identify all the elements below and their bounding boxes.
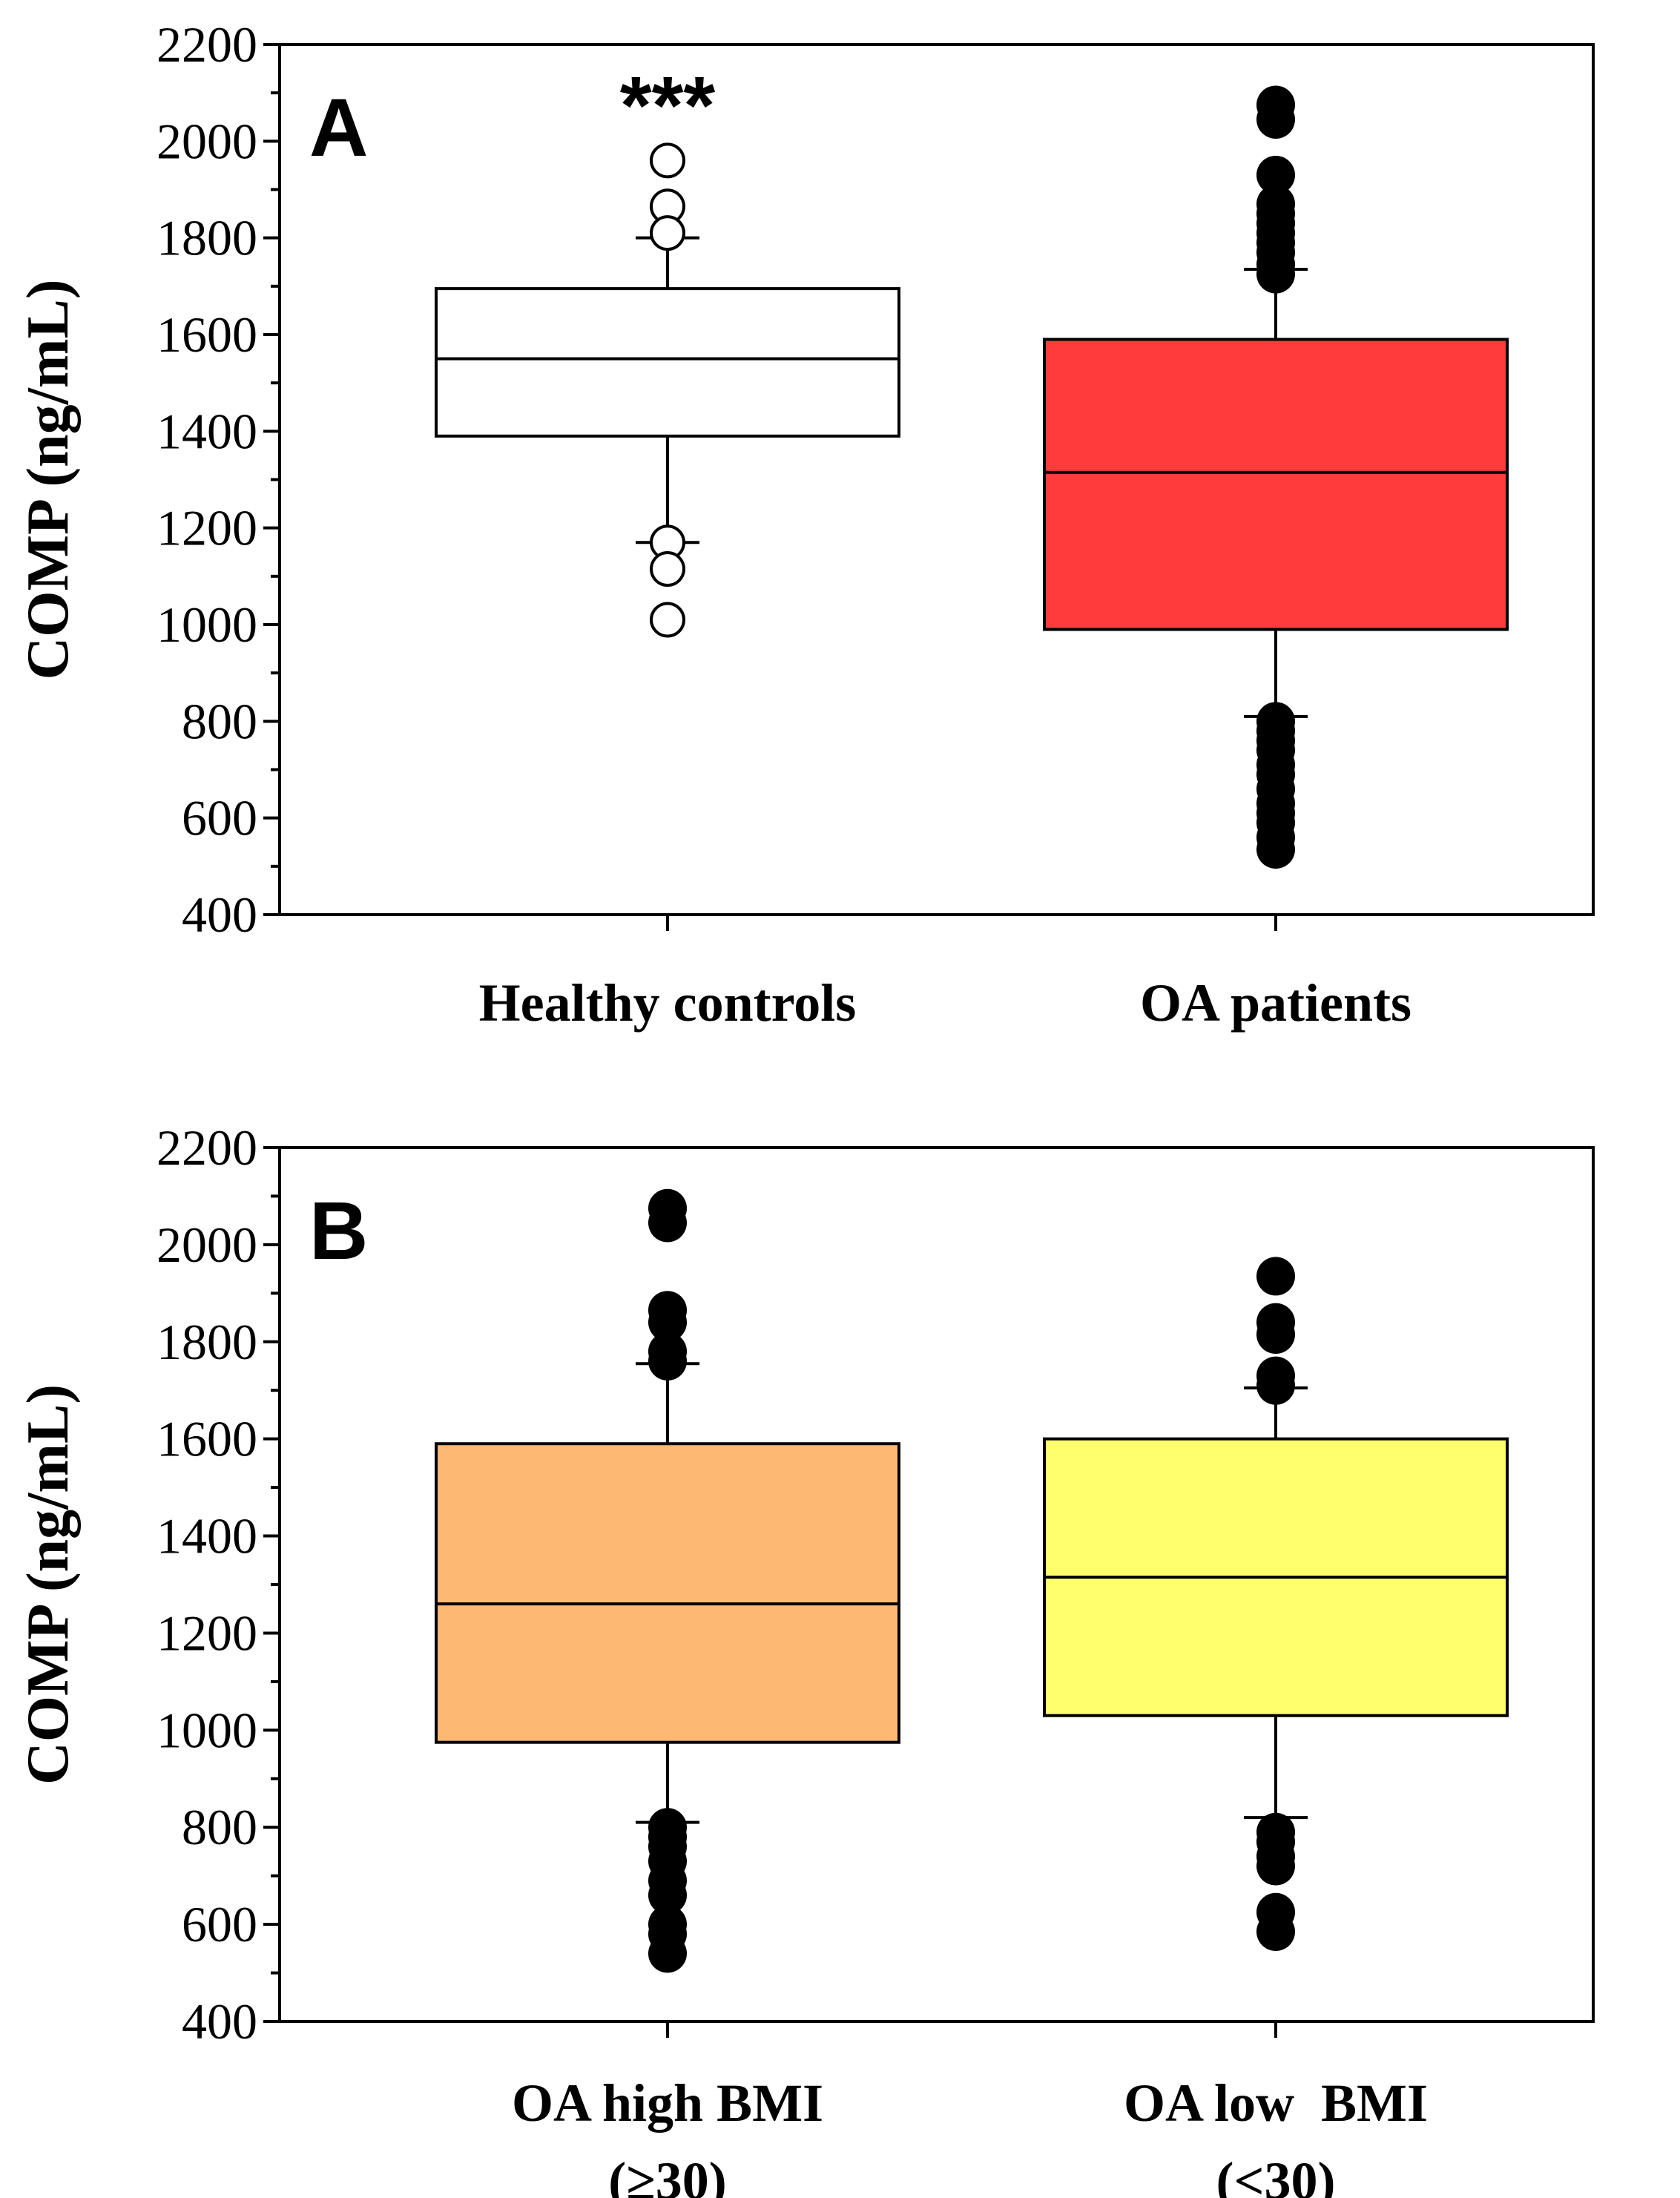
outlier-point <box>1256 100 1295 139</box>
y-tick-label: 1600 <box>157 1411 257 1467</box>
y-tick-label: 2000 <box>157 1217 257 1273</box>
box-iqr <box>435 287 900 438</box>
y-tick-label: 800 <box>182 693 257 749</box>
box-group-1: OA patients <box>1043 85 1509 1033</box>
y-tick-label: 2000 <box>157 113 257 169</box>
category-label: OA patients <box>1140 973 1411 1033</box>
outlier-point <box>1256 1314 1295 1354</box>
y-tick-label: 1600 <box>157 306 257 363</box>
y-axis-title: COMP (ng/mL) <box>16 280 81 680</box>
y-axis-title: COMP (ng/mL) <box>16 1384 81 1785</box>
outlier-point <box>648 1934 687 1973</box>
outlier-point <box>1256 1912 1295 1951</box>
outlier-point <box>1256 155 1295 194</box>
outlier-point <box>648 1203 687 1243</box>
box-group-0: *** Healthy controls <box>435 60 900 1033</box>
y-tick-label: 800 <box>182 1799 257 1855</box>
chart-panel-a: 400 600 800 1000 1200 1400 1600 1800 2000 2200 COM… <box>16 16 1595 1033</box>
category-label-line: (<30) <box>1216 2151 1336 2198</box>
y-tick-label: 1400 <box>157 1508 257 1564</box>
y-tick-label: 2200 <box>157 1119 257 1176</box>
significance-marker: *** <box>620 60 716 151</box>
category-label-line: OA high BMI <box>512 2073 823 2133</box>
y-tick-label: 600 <box>182 1896 257 1952</box>
outlier-point <box>1256 1846 1295 1886</box>
box-group-0: OA high BMI (≥30) <box>435 1188 900 2198</box>
y-tick-label: 1200 <box>157 1605 257 1661</box>
category-label: Healthy controls <box>479 973 857 1033</box>
box-iqr <box>1043 338 1509 631</box>
y-tick-label: 1800 <box>157 210 257 266</box>
y-tick-label: 1000 <box>157 596 257 653</box>
panel-letter: A <box>309 82 368 174</box>
y-tick-label: 2200 <box>157 16 257 73</box>
y-tick-label: 600 <box>182 790 257 846</box>
panel-letter: B <box>309 1185 368 1277</box>
outlier-point <box>1256 254 1295 294</box>
y-tick-label: 1400 <box>157 403 257 459</box>
outlier-point <box>650 142 685 179</box>
outlier-point <box>1256 830 1295 869</box>
box-group-1: OA low BMI (<30) <box>1043 1257 1509 2198</box>
outlier-point <box>648 1875 687 1915</box>
outlier-point <box>650 215 685 251</box>
outlier-point <box>648 1341 687 1381</box>
y-tick-label: 400 <box>182 886 257 943</box>
box-iqr <box>435 1442 900 1744</box>
y-tick-label: 1200 <box>157 500 257 556</box>
outlier-point <box>650 602 685 638</box>
chart-panel-b: 400 600 800 1000 1200 1400 1600 1800 2000 2200 COM… <box>16 1119 1595 2198</box>
y-tick-label: 400 <box>182 1993 257 2050</box>
category-label-line: (≥30) <box>608 2151 726 2198</box>
outlier-point <box>1256 1257 1295 1296</box>
outlier-point <box>648 1303 687 1342</box>
outlier-point <box>650 551 685 588</box>
y-tick-label: 1000 <box>157 1702 257 1758</box>
outlier-point <box>1256 1366 1295 1405</box>
category-label-line: OA low BMI <box>1124 2073 1428 2133</box>
y-tick-label: 1800 <box>157 1314 257 1370</box>
